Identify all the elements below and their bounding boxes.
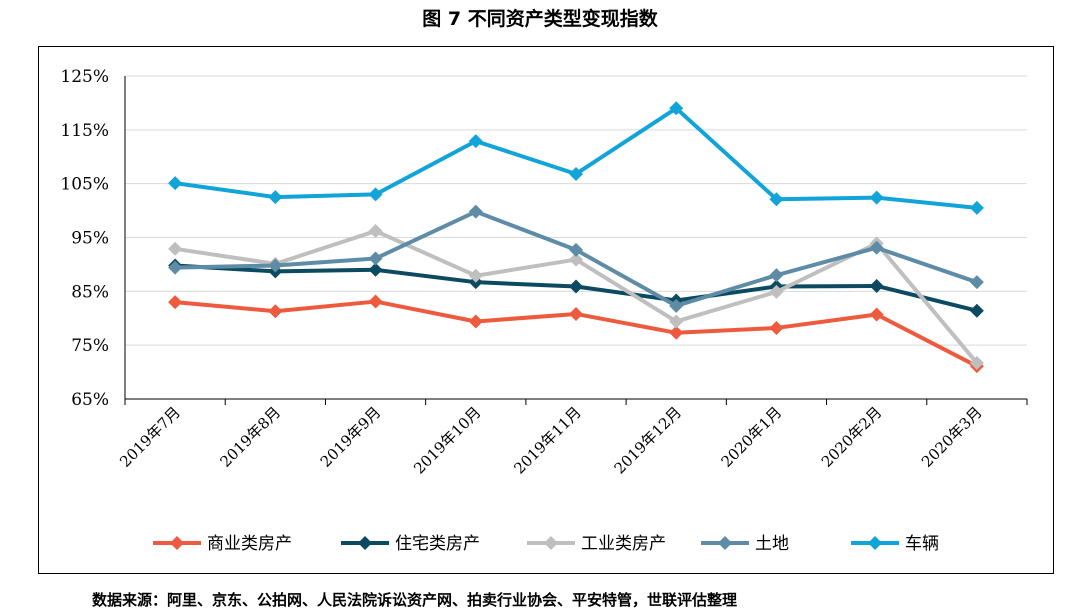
data-point [168, 260, 183, 275]
x-tick-label: 2020年1月 [718, 403, 786, 471]
series-line [173, 106, 979, 210]
data-point [168, 241, 183, 256]
y-tick-label: 125% [60, 67, 109, 87]
axes: 65% 75% 85% 95% 105% 115% 125% 2019年7月 2019年8月 20… [60, 67, 1028, 478]
data-point [569, 166, 583, 181]
x-tick-label: 2019年12月 [611, 403, 685, 477]
data-point [168, 176, 183, 191]
data-point [869, 240, 884, 255]
data-point [769, 192, 784, 207]
data-point [969, 355, 984, 370]
data-point [268, 258, 283, 273]
data-point [769, 268, 784, 283]
data-point [368, 224, 383, 239]
series-group [168, 101, 984, 374]
legend-marker [718, 536, 732, 550]
data-point [969, 303, 984, 318]
legend-marker [170, 536, 184, 550]
legend-label: 工业类房产 [581, 534, 666, 554]
data-point [368, 262, 383, 277]
data-point [168, 295, 183, 310]
legend-label: 土地 [755, 534, 789, 554]
data-point [869, 307, 884, 322]
data-point [669, 298, 684, 313]
gridlines [125, 75, 1027, 346]
data-point [368, 251, 383, 266]
series [168, 101, 984, 215]
legend-marker [868, 536, 882, 550]
data-point [669, 325, 684, 340]
y-tick-label: 65% [71, 390, 109, 410]
data-point [368, 294, 383, 309]
legend: 商业类房产 住宅类房产 工业类房产 土地 车辆 [153, 534, 939, 554]
x-tick-label: 2019年11月 [510, 403, 584, 477]
legend-marker [358, 536, 372, 550]
chart-title: 图 7 不同资产类型变现指数 [422, 8, 658, 30]
x-tick-label: 2019年7月 [116, 403, 184, 471]
data-point [468, 268, 483, 283]
x-tick-label: 2020年2月 [818, 403, 886, 471]
x-tick-label: 2019年10月 [410, 403, 484, 477]
data-point [468, 134, 483, 149]
y-tick-label: 85% [71, 282, 109, 302]
data-point [769, 320, 784, 335]
x-tick-label: 2020年3月 [918, 403, 986, 471]
data-point [769, 284, 784, 299]
data-point [569, 242, 583, 257]
data-point [368, 187, 383, 202]
source-note: 数据来源：阿里、京东、公拍网、人民法院诉讼资产网、拍卖行业协会、平安特管，世联评… [92, 591, 738, 609]
data-point [468, 314, 483, 329]
data-point [268, 190, 283, 205]
data-point [669, 101, 684, 116]
data-point [969, 275, 984, 290]
y-tick-label: 95% [71, 229, 109, 249]
legend-item: 工业类房产 [527, 534, 666, 554]
y-tick-label: 105% [60, 175, 109, 195]
series [168, 204, 984, 313]
series [168, 294, 984, 374]
data-point [869, 190, 884, 205]
x-tick-label: 2019年8月 [216, 403, 284, 471]
legend-label: 住宅类房产 [395, 534, 480, 554]
chart-frame: 65% 75% 85% 95% 105% 115% 125% 2019年7月 2019年8月 20… [38, 46, 1054, 574]
data-point [569, 306, 583, 321]
legend-item: 商业类房产 [153, 534, 292, 554]
data-point [468, 204, 483, 219]
y-tick-label: 75% [71, 336, 109, 356]
legend-item: 住宅类房产 [341, 534, 480, 554]
legend-item: 土地 [701, 534, 789, 554]
legend-marker [544, 536, 558, 550]
legend-item: 车辆 [851, 534, 939, 554]
legend-label: 车辆 [905, 534, 939, 554]
data-point [569, 279, 583, 294]
x-tick-label: 2019年9月 [317, 403, 385, 471]
line-chart: 65% 75% 85% 95% 105% 115% 125% 2019年7月 2019年8月 20… [60, 67, 1028, 554]
data-point [869, 278, 884, 293]
data-point [669, 314, 684, 329]
data-point [268, 304, 283, 319]
y-tick-label: 115% [60, 121, 109, 141]
data-point [969, 200, 984, 215]
legend-label: 商业类房产 [207, 534, 292, 554]
